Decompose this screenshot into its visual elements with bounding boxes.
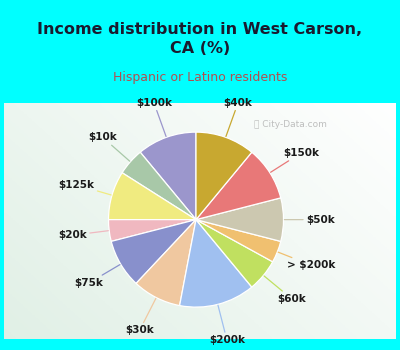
Text: Income distribution in West Carson,
CA (%): Income distribution in West Carson, CA (…	[38, 22, 362, 56]
Wedge shape	[111, 220, 196, 284]
Wedge shape	[196, 220, 281, 262]
Text: > $200k: > $200k	[278, 252, 336, 270]
Wedge shape	[196, 220, 273, 287]
Text: $75k: $75k	[75, 265, 120, 288]
Text: $40k: $40k	[224, 98, 252, 136]
Text: $200k: $200k	[209, 305, 245, 345]
Wedge shape	[136, 220, 196, 306]
Wedge shape	[108, 173, 196, 220]
Wedge shape	[196, 198, 284, 241]
Wedge shape	[180, 220, 252, 307]
Text: $60k: $60k	[264, 276, 306, 304]
Text: $10k: $10k	[88, 132, 130, 161]
Wedge shape	[122, 152, 196, 220]
Wedge shape	[108, 220, 196, 242]
Text: $125k: $125k	[59, 180, 111, 195]
Text: $150k: $150k	[271, 148, 319, 172]
Wedge shape	[140, 132, 196, 220]
Text: Hispanic or Latino residents: Hispanic or Latino residents	[113, 71, 287, 84]
Text: $50k: $50k	[284, 215, 335, 225]
Wedge shape	[196, 132, 252, 220]
Text: $30k: $30k	[125, 298, 156, 335]
Text: $100k: $100k	[136, 98, 172, 136]
Wedge shape	[196, 152, 281, 220]
Text: ⓘ City-Data.com: ⓘ City-Data.com	[254, 120, 326, 129]
Text: $20k: $20k	[58, 230, 108, 240]
